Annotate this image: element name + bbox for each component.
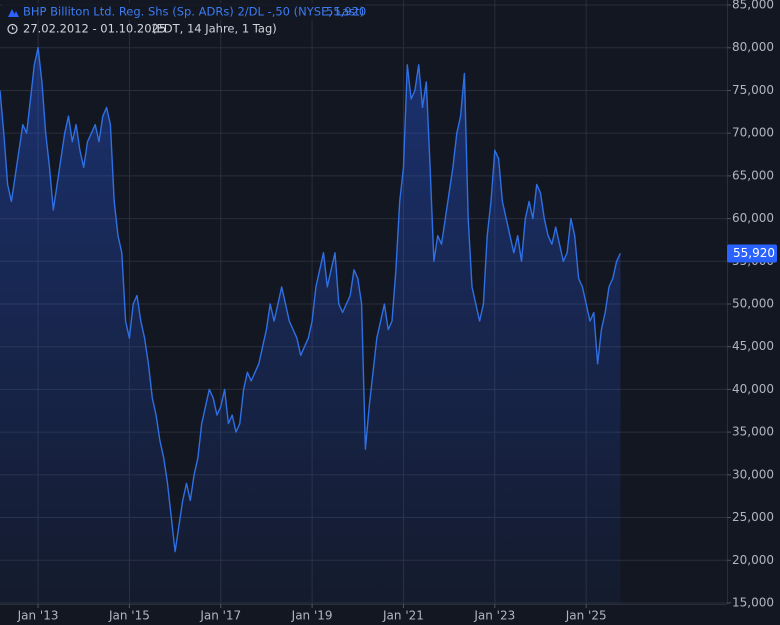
chart-title: BHP Billiton Ltd. Reg. Shs (Sp. ADRs) 2/… <box>23 5 364 19</box>
price-line <box>0 47 622 553</box>
last-value-tag <box>727 244 777 263</box>
x-tick-label: Jan '13 <box>17 609 59 623</box>
y-tick-label: 60,000 <box>732 211 774 225</box>
header-bg <box>2 3 365 20</box>
y-tick-label: 65,000 <box>732 168 774 182</box>
y-tick-label: 25,000 <box>732 510 774 524</box>
last-value-label: 55,920 <box>733 246 775 260</box>
x-tick-label: Jan '21 <box>382 609 424 623</box>
y-tick-label: 15,000 <box>732 595 774 609</box>
clock-icon <box>7 23 18 35</box>
period-note: (EDT, 14 Jahre, 1 Tag) <box>152 22 277 36</box>
y-tick-label: 40,000 <box>732 382 774 396</box>
y-tick-label: 45,000 <box>732 339 774 353</box>
axes: 15,000 20,000 25,000 30,000 35,000 40,000 45,0… <box>17 0 777 623</box>
chart-icon <box>8 9 19 17</box>
header-last-value: 55,920 <box>326 5 366 19</box>
clock-icon <box>11 26 15 30</box>
y-tick-label: 20,000 <box>732 553 774 567</box>
date-range: 27.02.2012 - 01.10.2025 <box>23 22 166 36</box>
y-tick-label: 35,000 <box>732 425 774 439</box>
area-fill <box>0 47 621 604</box>
plot <box>0 47 622 604</box>
x-tick-label: Jan '23 <box>473 609 515 623</box>
y-tick-label: 75,000 <box>732 83 774 97</box>
y-tick-label: 30,000 <box>732 467 774 481</box>
y-tick-label: 80,000 <box>732 40 774 54</box>
x-tick-label: Jan '25 <box>565 609 607 623</box>
y-tick-label: 70,000 <box>732 126 774 140</box>
y-tick-label: 50,000 <box>732 297 774 311</box>
x-tick-label: Jan '17 <box>199 609 241 623</box>
y-tick-label: 85,000 <box>732 0 774 12</box>
x-tick-label: Jan '19 <box>291 609 333 623</box>
x-tick-label: Jan '15 <box>108 609 150 623</box>
